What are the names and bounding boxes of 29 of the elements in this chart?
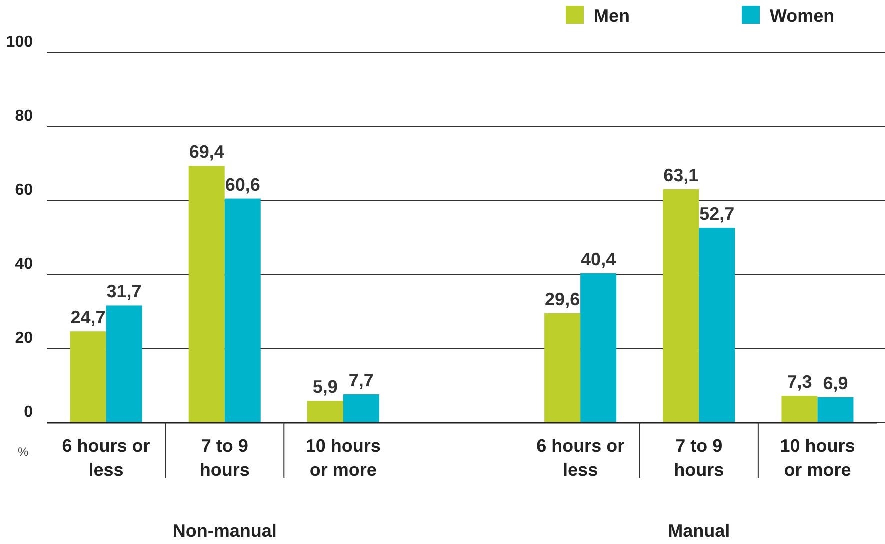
y-tick-label: 0 [24, 404, 34, 421]
y-tick-label: 100 [6, 34, 34, 51]
data-label: 52,7 [700, 204, 735, 224]
text: Manual [668, 521, 730, 541]
text: Non-manual [172, 521, 277, 541]
x-tick-label: 7 to 9 hours [200, 436, 250, 480]
x-tick-label: 6 hours or less [536, 436, 625, 480]
data-label: 6,9 [823, 373, 848, 394]
y-tick-label: 40 [15, 256, 34, 273]
legend-label: Women [770, 6, 835, 26]
data-label: 69,4 [189, 142, 224, 162]
legend-label: Men [594, 6, 630, 26]
data-label: 7,7 [348, 370, 374, 391]
x-tick-label: 6 hours or less [62, 436, 150, 480]
data-label: 5,9 [312, 377, 338, 398]
data-label: 63,1 [664, 166, 699, 186]
x-tick-label: 10 hours or more [306, 436, 381, 480]
data-label: 7,3 [787, 372, 812, 392]
x-tick-label: 10 hours or more [780, 436, 856, 480]
y-tick-label: 60 [15, 182, 34, 199]
data-label: 24,7 [70, 308, 106, 328]
y-tick-label: 20 [15, 330, 34, 347]
y-tick-label: 80 [15, 108, 34, 125]
data-label: 31,7 [106, 282, 142, 302]
data-label: 60,6 [225, 174, 260, 195]
y-axis-title: % [18, 445, 29, 459]
data-label: 40,4 [581, 250, 616, 270]
data-label: 29,6 [545, 289, 580, 310]
x-tick-label: 7 to 9 hours [674, 436, 724, 480]
